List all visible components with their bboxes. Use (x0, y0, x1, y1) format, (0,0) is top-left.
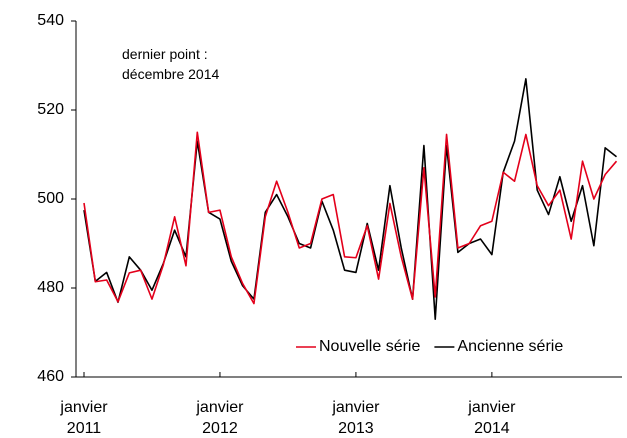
series-line (83, 78, 618, 320)
x-tick-label: janvier 2011 (60, 399, 108, 437)
legend-label: Ancienne série (457, 338, 563, 355)
y-tick-label: 480 (37, 279, 64, 296)
x-tick-label: janvier 2013 (332, 399, 380, 437)
legend-label: Nouvelle série (319, 338, 420, 355)
series-line (83, 131, 618, 305)
y-tick-label: 500 (37, 190, 64, 207)
y-tick-label: 520 (37, 101, 64, 118)
annotation: dernier point : décembre 2014 (122, 46, 220, 82)
x-tick-label: janvier 2014 (468, 399, 516, 437)
y-tick-label: 540 (37, 12, 64, 29)
x-tick-label: janvier 2012 (196, 399, 244, 437)
y-tick-label: 460 (37, 368, 64, 385)
